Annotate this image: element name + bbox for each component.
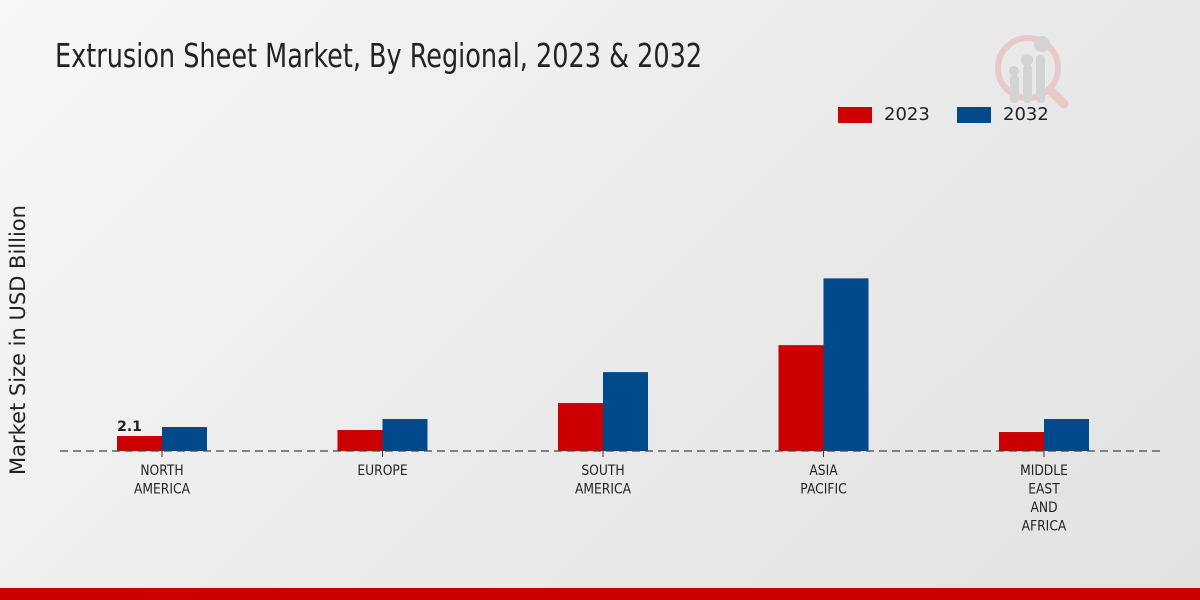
bar-2032-1: [382, 419, 428, 451]
bar-2023-0: [117, 436, 162, 451]
x-tick-label-3: ASIA: [809, 463, 837, 479]
chart-title: Extrusion Sheet Market, By Regional, 202…: [55, 36, 703, 75]
x-tick-label-4: AFRICA: [1022, 519, 1067, 535]
bar-2032-4: [1044, 419, 1089, 451]
bar-2023-3: [778, 345, 824, 451]
x-tick-label-4: MIDDLE: [1020, 463, 1068, 479]
bar-2032-0: [162, 427, 207, 451]
brand-logo-icon: [995, 35, 1069, 109]
bottom-accent-bar: [0, 588, 1200, 600]
data-label: 2.1: [117, 419, 142, 435]
legend-swatch-2032: [957, 106, 991, 123]
legend-label-2032: 2032: [1003, 104, 1049, 125]
bar-2023-2: [558, 403, 603, 451]
x-tick-label-0: NORTH: [140, 463, 183, 479]
bar-2023-1: [337, 430, 383, 451]
legend-label-2023: 2023: [884, 104, 930, 125]
bar-2032-2: [603, 372, 648, 451]
x-tick-label-3: PACIFIC: [800, 482, 846, 498]
bar-2023-4: [999, 432, 1044, 451]
legend-swatch-2023: [838, 106, 872, 123]
x-tick-label-2: AMERICA: [575, 482, 631, 498]
x-tick-label-2: SOUTH: [581, 463, 624, 479]
bar-2032-3: [823, 278, 869, 451]
x-tick-label-4: EAST: [1028, 482, 1060, 498]
x-tick-label-1: EUROPE: [357, 463, 407, 479]
x-tick-label-4: AND: [1030, 500, 1057, 516]
legend-item-2032: 2032: [957, 104, 1049, 125]
x-tick-label-0: AMERICA: [134, 482, 190, 498]
legend-item-2023: 2023: [838, 104, 930, 125]
